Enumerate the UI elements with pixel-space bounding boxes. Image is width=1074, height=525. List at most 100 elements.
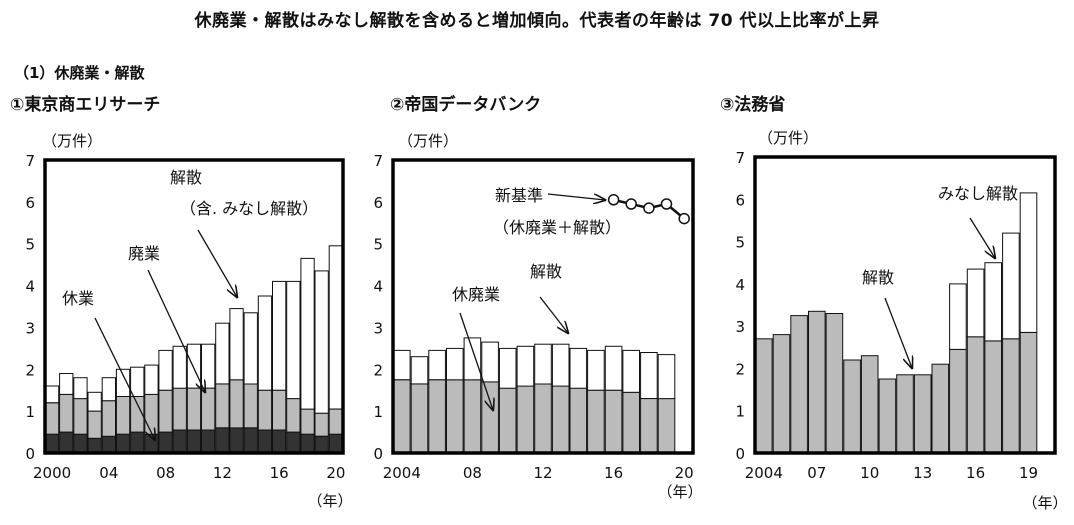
bar-segment: [44, 433, 60, 454]
y-tick-label: 2: [373, 361, 383, 379]
bar-segment: [481, 341, 499, 383]
annotation-label: 新基準: [495, 186, 543, 205]
annotation-arrow: [94, 317, 155, 440]
x-tick-label: 10: [860, 464, 879, 482]
bar-segment: [328, 245, 344, 410]
bar-segment: [1019, 332, 1038, 454]
bar-segment: [328, 433, 344, 454]
bar-segment: [172, 345, 187, 389]
bar-segment: [772, 334, 791, 454]
bar-segment: [825, 313, 844, 454]
bar-segment: [931, 363, 950, 454]
annotation-arrow: [547, 193, 605, 200]
y-tick-label: 5: [25, 236, 35, 254]
bar-segment: [87, 410, 102, 439]
x-tick-label: 12: [533, 464, 552, 482]
bar-segment: [186, 387, 202, 431]
bar-segment: [300, 257, 315, 410]
bar-segment: [314, 270, 329, 414]
bar-segment: [498, 347, 517, 389]
y-tick-label: 2: [735, 360, 745, 378]
bar-segment: [300, 408, 315, 435]
bar-segment: [158, 349, 173, 391]
bar-segment: [604, 345, 623, 391]
y-tick-label: 3: [735, 318, 745, 336]
chart-title-moj: ③法務省: [720, 95, 786, 115]
bar-segment: [860, 355, 879, 454]
bar-segment: [257, 389, 273, 431]
bar-segment: [158, 431, 173, 454]
annotation-label: 休業: [62, 289, 94, 308]
bar-segment: [984, 340, 1003, 454]
plot-frame-tsr: [43, 158, 345, 455]
line-point: [607, 194, 620, 206]
bar-segment: [101, 435, 116, 454]
bar-segment: [790, 315, 808, 454]
section-label: （1）休廃業・解散: [14, 64, 145, 82]
bar-segment: [410, 356, 429, 385]
bar-segment: [534, 383, 552, 454]
line-point: [678, 212, 690, 225]
bar-segment: [878, 378, 897, 454]
bar-segment: [144, 364, 159, 395]
page-title: 休廃業・解散はみなし解散を含めると増加傾向。代表者の年齢は 70 代以上比率が上…: [194, 11, 880, 31]
y-tick-label: 4: [25, 278, 35, 296]
x-tick-label: 2004: [383, 464, 421, 482]
bar-segment: [657, 354, 676, 400]
bar-segment: [73, 377, 88, 400]
bar-segment: [949, 283, 967, 350]
x-tick-label: 16: [604, 464, 623, 482]
bar-segment: [604, 389, 623, 454]
annotation-label: 解散: [170, 168, 202, 187]
bar-segment: [215, 322, 230, 385]
bar-segment: [1002, 338, 1020, 454]
x-tick-label: 19: [1019, 464, 1038, 482]
bar-segment: [87, 437, 102, 454]
x-tick-label: 12: [213, 464, 232, 482]
bar-segment: [229, 379, 244, 429]
bar-segment: [314, 435, 329, 454]
bar-segment: [481, 381, 499, 454]
bar-segment: [44, 385, 60, 404]
bar-segment: [73, 398, 88, 435]
y-tick-label: 1: [25, 403, 35, 421]
bar-segment: [144, 393, 159, 435]
y-unit-label-tsr: （万件）: [42, 132, 102, 150]
bar-segment: [516, 385, 535, 454]
bar-segment: [587, 389, 605, 454]
plot-frame-tdb: [391, 158, 695, 455]
annotation-label: 解散: [862, 268, 894, 287]
bar-segment: [569, 387, 588, 454]
bar-segment: [215, 383, 230, 429]
bar-segment: [913, 374, 932, 454]
bar-segment: [393, 349, 411, 381]
bar-segment: [640, 398, 658, 454]
bar-segment: [534, 343, 552, 385]
bar-segment: [130, 366, 145, 398]
bar-segment: [115, 433, 131, 454]
bar-segment: [622, 391, 641, 454]
bar-segment: [229, 308, 244, 381]
bar-segment: [130, 431, 145, 454]
bar-segment: [272, 389, 287, 431]
bar-segment: [463, 337, 482, 381]
bar-segment: [172, 387, 187, 431]
x-tick-label: 08: [463, 464, 482, 482]
bar-segment: [201, 429, 216, 454]
y-tick-label: 0: [735, 445, 745, 463]
bar-segment: [257, 429, 273, 454]
bar-segment: [410, 383, 429, 454]
bar-segment: [1002, 232, 1020, 340]
bar-segment: [243, 383, 258, 429]
bar-segment: [144, 433, 159, 454]
bar-segment: [272, 280, 287, 391]
line-point: [625, 198, 637, 210]
x-tick-label: 16: [966, 464, 985, 482]
y-tick-label: 6: [25, 194, 35, 212]
bar-segment: [87, 391, 102, 412]
bar-segment: [300, 433, 315, 454]
bar-segment: [243, 427, 258, 454]
bar-segment: [201, 387, 216, 431]
bar-segment: [966, 268, 985, 338]
